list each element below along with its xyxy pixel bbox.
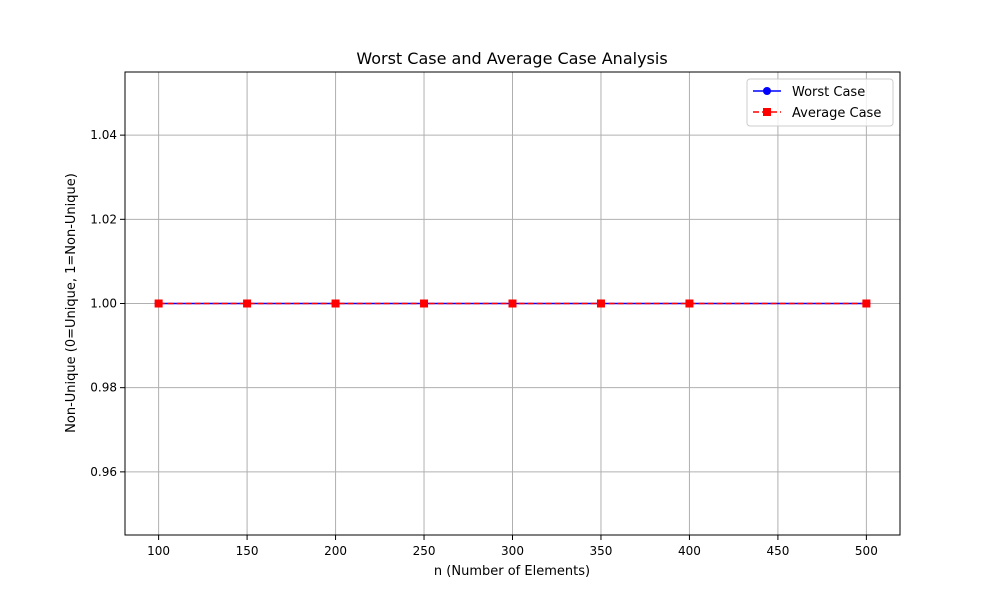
x-tick-label: 450 bbox=[766, 544, 789, 558]
legend-marker-average-case bbox=[763, 108, 771, 116]
chart-title: Worst Case and Average Case Analysis bbox=[356, 49, 667, 68]
y-tick-label: 0.96 bbox=[90, 465, 117, 479]
y-axis-ticks: 0.96 0.98 1.00 1.02 1.04 bbox=[90, 128, 125, 479]
data-point-average-case bbox=[420, 299, 429, 308]
data-point-average-case bbox=[331, 299, 340, 308]
x-tick-label: 500 bbox=[855, 544, 878, 558]
data-point-average-case bbox=[243, 299, 252, 308]
y-tick-label: 1.04 bbox=[90, 128, 117, 142]
series-layer bbox=[154, 299, 871, 308]
legend-label-worst-case: Worst Case bbox=[792, 85, 865, 100]
legend: Worst Case Average Case bbox=[746, 78, 894, 127]
data-point-average-case bbox=[508, 299, 517, 308]
x-tick-label: 150 bbox=[236, 544, 259, 558]
x-tick-label: 250 bbox=[413, 544, 436, 558]
x-axis-label: n (Number of Elements) bbox=[434, 564, 590, 579]
data-point-average-case bbox=[862, 299, 871, 308]
x-axis-ticks: 100 150 200 250 300 350 400 450 500 bbox=[147, 535, 878, 558]
legend-marker-worst-case bbox=[763, 87, 771, 95]
legend-box bbox=[746, 78, 894, 127]
y-tick-label: 1.00 bbox=[90, 297, 117, 311]
x-tick-label: 350 bbox=[590, 544, 613, 558]
legend-label-average-case: Average Case bbox=[792, 106, 881, 121]
y-tick-label: 1.02 bbox=[90, 212, 117, 226]
y-axis-label: Non-Unique (0=Unique, 1=Non-Unique) bbox=[64, 173, 79, 433]
data-point-average-case bbox=[154, 299, 163, 308]
data-point-average-case bbox=[596, 299, 605, 308]
x-tick-label: 400 bbox=[678, 544, 701, 558]
x-tick-label: 200 bbox=[324, 544, 347, 558]
x-tick-label: 100 bbox=[147, 544, 170, 558]
data-point-average-case bbox=[685, 299, 694, 308]
x-tick-label: 300 bbox=[501, 544, 524, 558]
y-tick-label: 0.98 bbox=[90, 381, 117, 395]
